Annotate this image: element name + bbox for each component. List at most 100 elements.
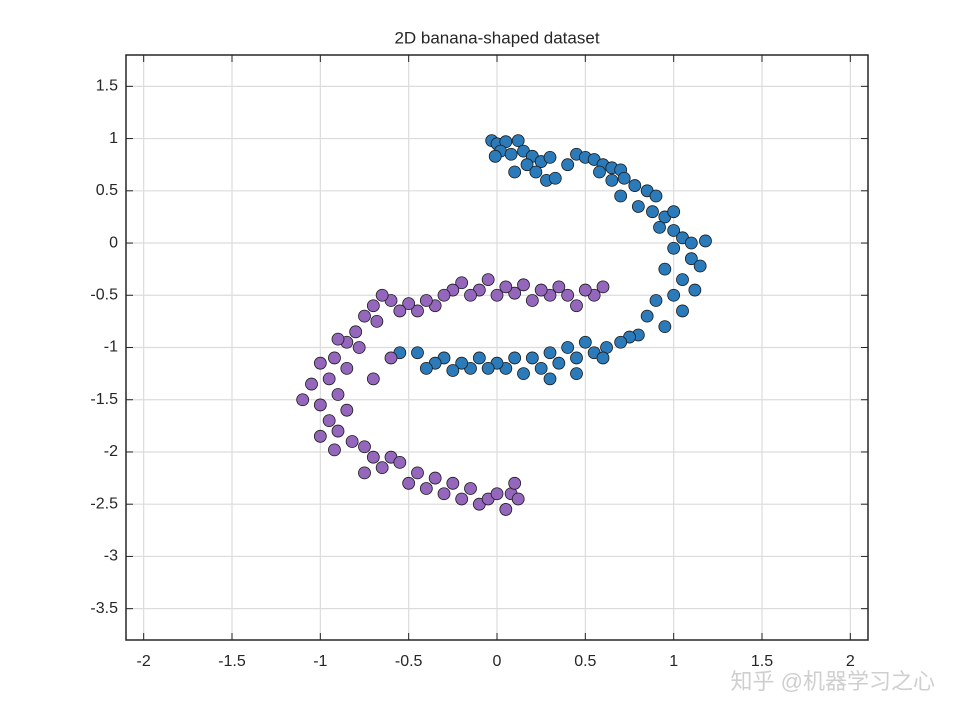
scatter-point — [419, 482, 433, 495]
y-tick-label: -2.5 — [90, 495, 118, 512]
scatter-point — [658, 320, 672, 334]
x-tick-label: 1 — [669, 653, 678, 670]
scatter-point — [322, 414, 336, 428]
scatter-point — [411, 346, 424, 360]
scatter-point — [693, 259, 707, 273]
scatter-point — [561, 288, 575, 302]
scatter-point — [296, 393, 310, 407]
scatter-point — [628, 179, 642, 192]
scatter-point — [561, 158, 575, 172]
scatter-point — [593, 165, 606, 179]
scatter-point — [570, 299, 583, 313]
y-tick-label: -1.5 — [90, 391, 118, 408]
scatter-point — [411, 466, 424, 480]
scatter-point — [640, 309, 654, 323]
scatter-point — [605, 173, 619, 187]
x-tick-label: 2 — [846, 653, 855, 670]
scatter-point — [366, 450, 380, 464]
x-tick-label: -1.5 — [218, 653, 246, 670]
y-tick-label: -3 — [104, 548, 118, 565]
scatter-point — [699, 234, 712, 248]
scatter-point — [511, 134, 525, 148]
scatter-point — [393, 304, 407, 318]
scatter-point — [358, 309, 371, 323]
watermark: 知乎 @机器学习之心 — [731, 669, 935, 694]
scatter-point — [667, 205, 681, 219]
scatter-point — [328, 351, 341, 365]
scatter-point — [375, 288, 389, 302]
scatter-point — [375, 461, 389, 475]
scatter-point — [370, 314, 384, 328]
scatter-point — [481, 361, 495, 375]
scatter-point — [366, 299, 380, 313]
scatter-point — [384, 351, 398, 365]
scatter-point — [534, 283, 548, 297]
scatter-point — [684, 236, 698, 250]
scatter-point — [437, 487, 451, 501]
scatter-point — [455, 356, 469, 370]
scatter-point — [534, 361, 548, 375]
scatter-point — [653, 220, 666, 234]
scatter-point — [313, 429, 327, 443]
scatter-point — [511, 492, 525, 506]
plot-frame — [125, 54, 869, 641]
scatter-point — [617, 171, 631, 185]
scatter-point — [345, 435, 359, 448]
scatter-point — [349, 325, 363, 339]
scatter-point — [552, 280, 566, 294]
y-tick-label: -1 — [104, 339, 118, 356]
scatter-point — [455, 492, 469, 506]
chart-title: 2D banana-shaped dataset — [394, 28, 599, 47]
x-tick-label: -0.5 — [395, 653, 423, 670]
scatter-point — [570, 367, 583, 381]
scatter-point — [455, 276, 469, 290]
scatter-point — [366, 372, 380, 386]
scatter-point — [305, 377, 318, 391]
scatter-point — [688, 283, 702, 297]
scatter-point — [570, 351, 583, 365]
scatter-point — [328, 443, 341, 457]
scatter-point — [529, 165, 543, 179]
scatter-point — [543, 372, 557, 386]
scatter-point — [578, 283, 592, 297]
scatter-point — [508, 351, 522, 365]
scatter-point — [552, 356, 566, 370]
scatter-point — [614, 335, 628, 349]
scatter-point — [358, 440, 371, 454]
y-tick-label: -3.5 — [90, 600, 118, 617]
scatter-point — [548, 171, 562, 185]
scatter-point — [446, 476, 460, 490]
y-tick-label: 1.5 — [96, 78, 118, 95]
x-tick-label: 0 — [493, 653, 502, 670]
scatter-point — [352, 341, 366, 354]
scatter-point — [508, 476, 522, 490]
scatter-point — [684, 252, 698, 266]
scatter-point — [499, 280, 513, 294]
scatter-point — [331, 424, 345, 438]
scatter-point — [340, 361, 354, 375]
scatter-point — [525, 294, 539, 307]
scatter-point — [419, 294, 433, 307]
scatter-point — [340, 403, 354, 417]
scatter-point — [411, 304, 424, 318]
scatter-point — [313, 356, 327, 370]
scatter-point — [658, 262, 672, 276]
scatter-point — [464, 288, 477, 302]
scatter-point — [596, 351, 610, 365]
y-tick-label: -2 — [104, 443, 118, 460]
scatter-point — [649, 189, 663, 203]
scatter-point — [393, 456, 407, 469]
scatter-point — [517, 367, 530, 381]
scatter-point — [517, 278, 530, 292]
scatter-point — [472, 351, 486, 365]
scatter-point — [331, 388, 345, 401]
scatter-point — [520, 158, 534, 172]
scatter-point — [667, 288, 681, 302]
scatter-point — [508, 165, 522, 179]
x-tick-label: 0.5 — [574, 653, 596, 670]
scatter-point — [596, 280, 610, 294]
scatter-point — [402, 297, 416, 311]
x-tick-label: -1 — [313, 653, 327, 670]
scatter-point — [313, 398, 327, 412]
